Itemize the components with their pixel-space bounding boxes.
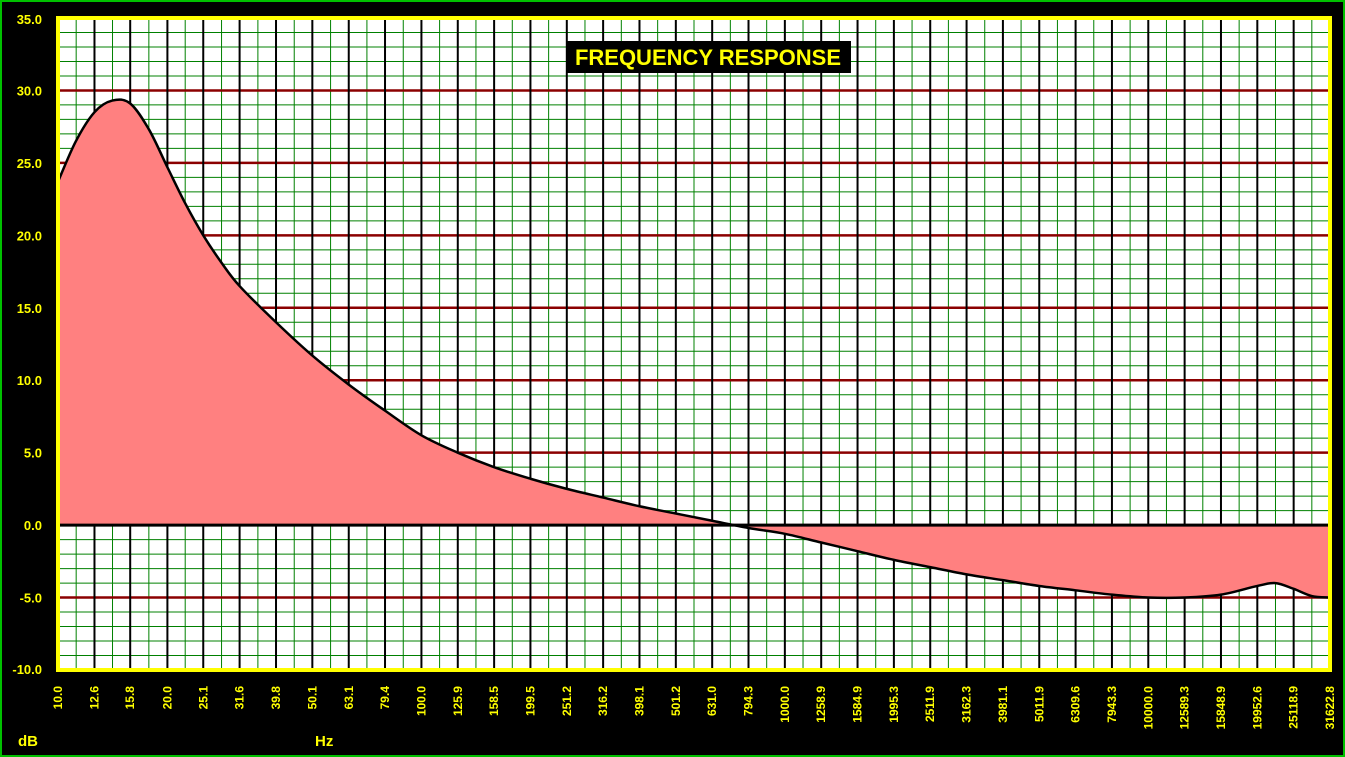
y-axis-unit: dB [18,733,38,750]
x-tick-label: 2511.9 [923,686,937,722]
title-text: FREQUENCY RESPONSE [575,45,841,70]
x-tick-label: 39.8 [269,686,283,710]
x-tick-label: 1258.9 [814,686,828,723]
x-tick-label: 10.0 [51,686,65,710]
response-curve [56,98,1331,600]
x-tick-label: 199.5 [523,686,537,716]
x-tick-label: 31622.8 [1323,686,1337,730]
y-tick-label: 15.0 [17,301,42,316]
y-tick-label: -5.0 [20,591,42,606]
title-background [566,41,851,73]
x-tick-label: 631.0 [705,686,719,716]
x-tick-label: 501.2 [669,686,683,716]
y-tick-label: 20.0 [17,228,42,243]
x-tick-label: 5011.9 [1032,686,1046,722]
y-axis-labels: 35.0 30.0 25.0 20.0 15.0 10.0 5.0 0.0 -5.0 -10.0 [12,12,42,677]
x-tick-label: 12589.3 [1178,686,1192,730]
x-tick-label: 50.1 [305,686,319,710]
x-tick-label: 794.3 [742,686,756,716]
x-tick-label: 3162.3 [960,686,974,723]
y-tick-label: 10.0 [17,373,42,388]
x-tick-label: 100.0 [414,686,428,716]
y-tick-label: 25.0 [17,156,42,171]
x-tick-label: 19952.6 [1250,686,1264,730]
x-tick-label: 125.9 [451,686,465,716]
y-tick-label: 5.0 [24,446,42,461]
response-area [58,99,1330,598]
x-tick-label: 158.5 [487,686,501,716]
x-tick-label: 6309.6 [1069,686,1083,723]
x-tick-label: 25118.9 [1287,686,1301,729]
chart-title: FREQUENCY RESPONSE [566,41,851,73]
y-tick-label: 0.0 [24,518,42,533]
x-axis-labels: 10.0 12.6 15.8 20.0 25.1 31.6 39.8 50.1 63.1 79.4… [51,686,1337,730]
x-tick-label: 15.8 [123,686,137,710]
x-tick-label: 79.4 [378,686,392,710]
x-tick-label: 398.1 [632,686,646,716]
x-tick-label: 3981.1 [996,686,1010,723]
x-tick-label: 1995.3 [887,686,901,723]
x-tick-label: 7943.3 [1105,686,1119,723]
x-tick-label: 15848.9 [1214,686,1228,730]
x-tick-label: 251.2 [560,686,574,716]
y-tick-label: 30.0 [17,83,42,98]
x-tick-label: 1000.0 [778,686,792,723]
x-tick-label: 10000.0 [1141,686,1155,730]
x-tick-label: 25.1 [196,686,210,710]
x-tick-label: 316.2 [596,686,610,716]
x-tick-label: 1584.9 [851,686,865,723]
x-tick-label: 12.6 [87,686,101,710]
x-tick-label: 63.1 [342,686,356,710]
x-tick-label: 20.0 [160,686,174,710]
plot-border [56,16,1332,672]
x-axis-unit: Hz [315,733,333,750]
y-tick-label: 35.0 [17,12,42,27]
y-tick-label: -10.0 [12,662,42,677]
x-tick-label: 31.6 [233,686,247,710]
